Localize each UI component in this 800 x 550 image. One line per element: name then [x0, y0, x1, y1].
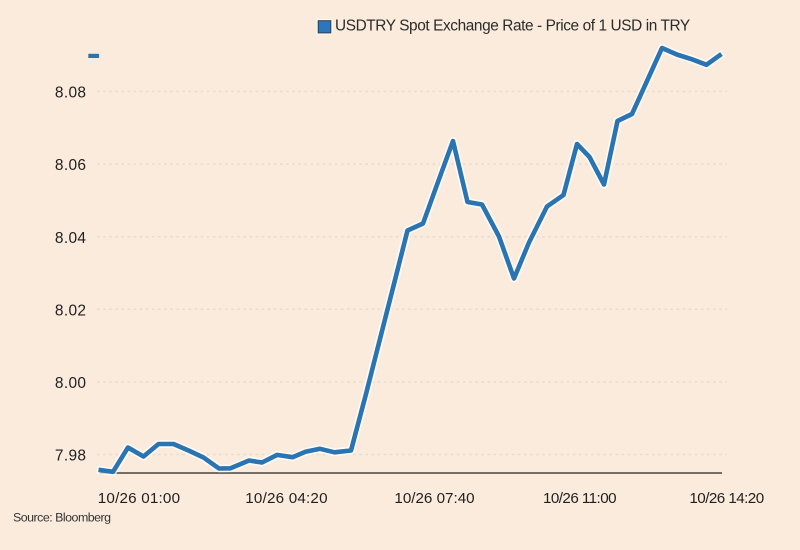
svg-text:10/26 11:00: 10/26 11:00 — [543, 490, 616, 507]
svg-text:10/26 01:00: 10/26 01:00 — [98, 490, 180, 507]
svg-text:8.00: 8.00 — [55, 375, 86, 392]
svg-text:10/26 04:20: 10/26 04:20 — [245, 490, 327, 507]
svg-text:7.98: 7.98 — [55, 448, 86, 465]
svg-text:Source: Bloomberg: Source: Bloomberg — [13, 510, 111, 524]
svg-text:8.04: 8.04 — [55, 230, 86, 247]
svg-text:8.08: 8.08 — [55, 85, 86, 102]
svg-text:10/26 07:40: 10/26 07:40 — [394, 490, 474, 507]
svg-text:10/26 14:20: 10/26 14:20 — [689, 490, 763, 507]
svg-text:8.06: 8.06 — [55, 157, 86, 174]
svg-text:8.02: 8.02 — [55, 302, 86, 319]
svg-text:USDTRY Spot Exchange Rate - Pr: USDTRY Spot Exchange Rate - Price of 1 U… — [335, 18, 690, 35]
